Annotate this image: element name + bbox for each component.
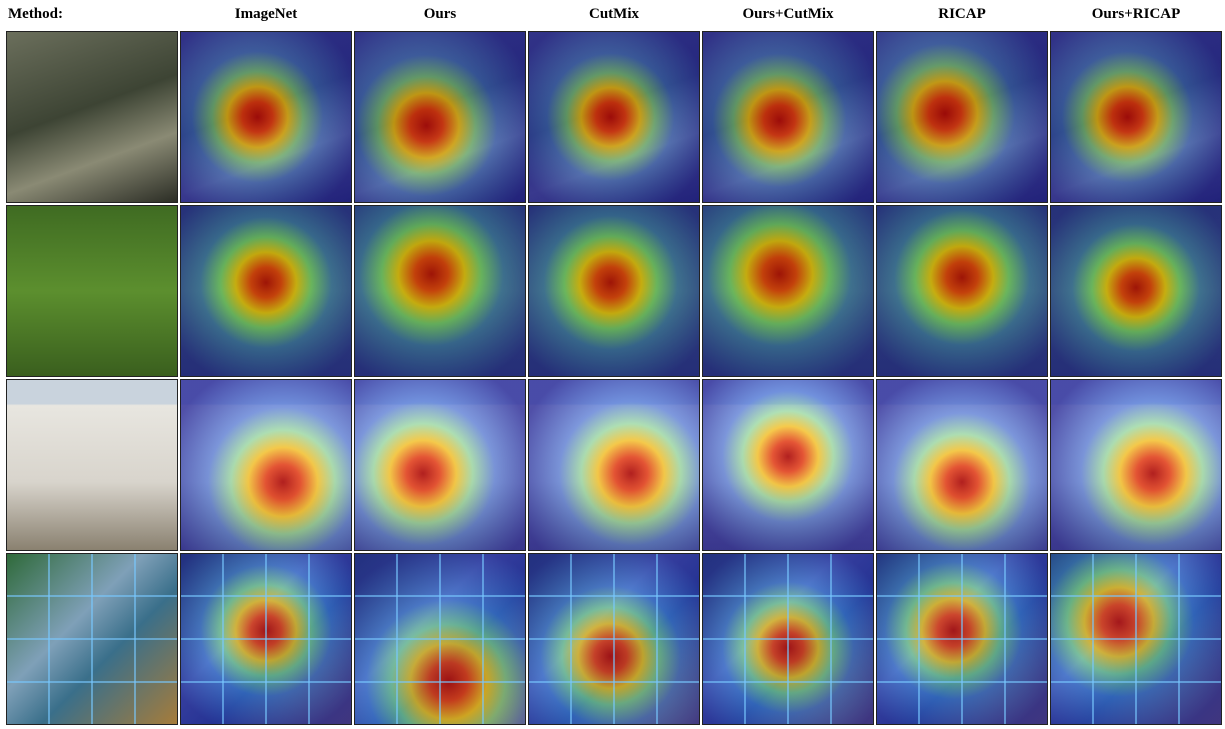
heatmap-image: [528, 379, 700, 551]
heatmap-image: [876, 205, 1048, 377]
column-header: CutMix: [528, 6, 700, 23]
column-header: Ours+RICAP: [1050, 6, 1222, 23]
heatmap-image: [180, 553, 352, 725]
input-image: [6, 31, 178, 203]
input-image: [6, 379, 178, 551]
column-header: Ours+CutMix: [702, 6, 874, 23]
column-header: RICAP: [876, 6, 1048, 23]
input-image: [6, 205, 178, 377]
heatmap-image: [1050, 379, 1222, 551]
input-image: [6, 553, 178, 725]
heatmap-image: [354, 379, 526, 551]
heatmap-image: [702, 31, 874, 203]
heatmap-image: [180, 205, 352, 377]
heatmap-image: [702, 205, 874, 377]
heatmap-image: [528, 553, 700, 725]
heatmap-image: [354, 205, 526, 377]
heatmap-image: [702, 379, 874, 551]
heatmap-image: [354, 553, 526, 725]
heatmap-image: [1050, 205, 1222, 377]
heatmap-image: [702, 553, 874, 725]
heatmap-image: [876, 379, 1048, 551]
heatmap-image: [180, 31, 352, 203]
heatmap-image: [1050, 31, 1222, 203]
column-header: ImageNet: [180, 6, 352, 23]
column-header: Ours: [354, 6, 526, 23]
heatmap-image: [1050, 553, 1222, 725]
heatmap-image: [528, 31, 700, 203]
method-label: Method:: [8, 6, 63, 23]
heatmap-image: [876, 553, 1048, 725]
figure: Method: ImageNetOursCutMixOurs+CutMixRIC…: [0, 0, 1225, 729]
heatmap-image: [180, 379, 352, 551]
heatmap-image: [876, 31, 1048, 203]
heatmap-image: [528, 205, 700, 377]
heatmap-image: [354, 31, 526, 203]
